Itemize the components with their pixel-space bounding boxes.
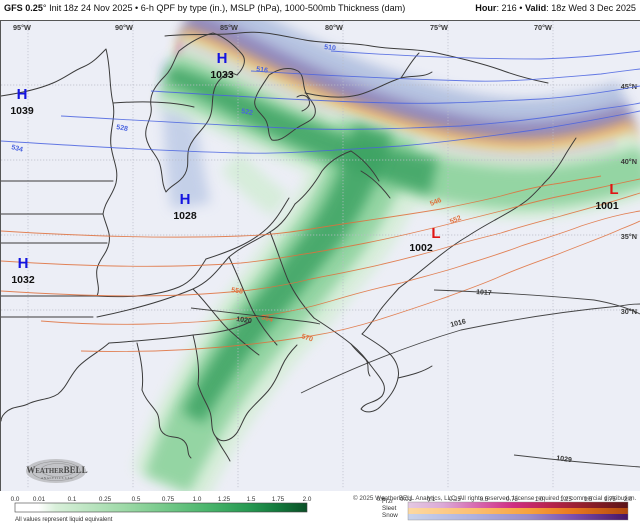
svg-text:95°W: 95°W (13, 23, 31, 32)
svg-text:1017: 1017 (476, 289, 492, 297)
svg-text:1032: 1032 (11, 274, 35, 286)
svg-text:1028: 1028 (173, 210, 197, 222)
svg-text:0.01: 0.01 (33, 496, 46, 503)
svg-text:552: 552 (449, 215, 463, 226)
svg-text:Sleet: Sleet (382, 505, 397, 512)
svg-text:L: L (431, 225, 440, 242)
svg-text:40°N: 40°N (621, 157, 637, 166)
svg-text:H: H (18, 255, 29, 272)
svg-text:70°W: 70°W (534, 23, 552, 32)
svg-text:1016: 1016 (450, 318, 467, 329)
svg-text:90°W: 90°W (115, 23, 133, 32)
svg-text:1002: 1002 (409, 242, 433, 254)
svg-text:80°W: 80°W (325, 23, 343, 32)
svg-text:H: H (180, 191, 191, 208)
svg-text:ANALYTICS LLC: ANALYTICS LLC (41, 476, 73, 480)
svg-text:1001: 1001 (595, 200, 619, 212)
svg-text:H: H (17, 86, 28, 103)
svg-text:0.0: 0.0 (377, 497, 386, 503)
svg-text:© 2025 WeatherBELL Analytics,: © 2025 WeatherBELL Analytics, LLC. All r… (353, 494, 636, 502)
svg-text:1.25: 1.25 (218, 496, 231, 503)
svg-text:510: 510 (324, 44, 336, 52)
svg-text:1.0: 1.0 (193, 496, 202, 503)
svg-text:0.75: 0.75 (162, 496, 175, 503)
svg-text:45°N: 45°N (621, 82, 637, 91)
svg-text:2.0: 2.0 (303, 496, 312, 503)
svg-text:0.25: 0.25 (99, 496, 112, 503)
svg-text:75°W: 75°W (430, 23, 448, 32)
svg-text:1.75: 1.75 (272, 496, 285, 503)
svg-text:528: 528 (116, 124, 129, 133)
svg-text:L: L (609, 181, 618, 198)
svg-text:0.5: 0.5 (132, 496, 141, 503)
svg-text:1033: 1033 (210, 69, 234, 81)
svg-text:0.1: 0.1 (68, 496, 77, 503)
svg-text:H: H (217, 50, 228, 67)
svg-text:1039: 1039 (10, 105, 34, 117)
svg-text:1.5: 1.5 (247, 496, 256, 503)
svg-text:1029: 1029 (556, 455, 573, 464)
svg-text:534: 534 (11, 144, 24, 154)
svg-text:All values represent liquid eq: All values represent liquid equivalent (15, 517, 113, 523)
svg-text:Snow: Snow (382, 512, 398, 519)
svg-text:85°W: 85°W (220, 23, 238, 32)
svg-text:35°N: 35°N (621, 232, 637, 241)
svg-text:0.0: 0.0 (11, 496, 20, 503)
